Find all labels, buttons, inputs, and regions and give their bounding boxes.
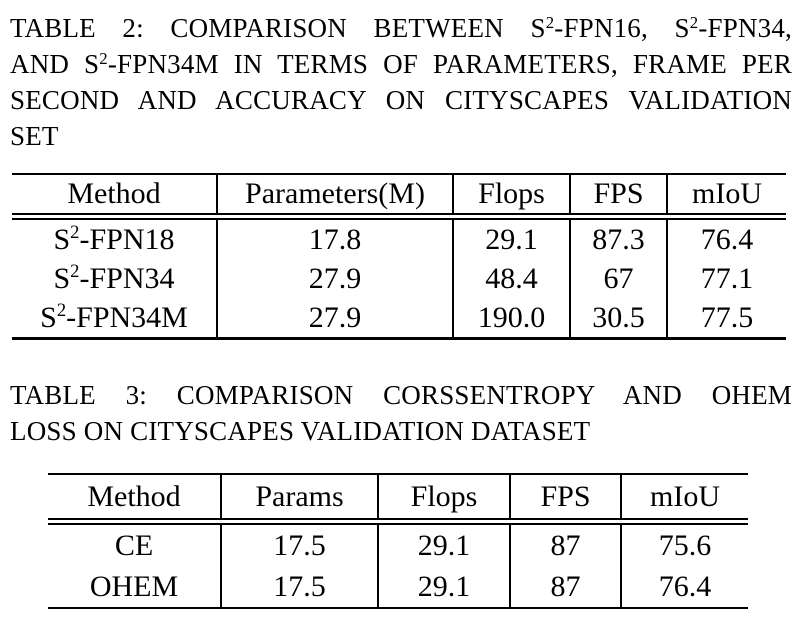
paper-page: TABLE 2: COMPARISON BETWEEN S2-FPN16, S2… (0, 10, 801, 609)
column-header-params: Params (220, 473, 378, 525)
column-header-method: Method (48, 473, 221, 525)
cell-method: S2-FPN34M (12, 298, 217, 340)
table3-caption: TABLE 3: COMPARISON CORSSENTROPY AND OHE… (10, 377, 792, 449)
cell-method: CE (114, 528, 154, 562)
cell-flops: 190.0 (452, 298, 570, 340)
table2-caption-line-4: SET (10, 121, 59, 151)
table2-caption-line-1: TABLE 2: COMPARISON BETWEEN S2-FPN16, S2… (10, 12, 792, 43)
cell-flops: 48.4 (452, 259, 570, 298)
cell-miou: 77.1 (666, 259, 786, 298)
cell-flops: 29.1 (452, 216, 570, 259)
column-header-fps: FPS (509, 473, 621, 525)
cell-method: OHEM (48, 566, 221, 609)
cell-fps: 87.3 (569, 216, 667, 259)
cell-params: 17.5 (220, 566, 378, 609)
cell-flops: 29.1 (377, 566, 510, 609)
table-row: S2-FPN34 27.9 48.4 67 77.1 (12, 259, 786, 298)
table2-caption: TABLE 2: COMPARISON BETWEEN S2-FPN16, S2… (10, 10, 792, 154)
cell-miou: 77.5 (666, 298, 786, 340)
table2-caption-line-3: SECOND AND ACCURACY ON CITYSCAPES VALIDA… (10, 85, 792, 115)
cell-fps: 67 (569, 259, 667, 298)
table-row: S2-FPN18 17.8 29.1 87.3 76.4 (12, 216, 786, 259)
table2-caption-line-2: AND S2-FPN34M IN TERMS OF PARAMETERS, FR… (10, 48, 793, 79)
table-row: S2-FPN34M 27.9 190.0 30.5 77.5 (12, 298, 786, 340)
cell-parameters: 27.9 (216, 259, 453, 298)
table2-header-row: Method Parameters(M) Flops FPS mIoU (12, 173, 786, 220)
column-header-parameters: Parameters(M) (216, 173, 453, 220)
cell-miou: 76.4 (620, 566, 748, 609)
column-header-flops: Flops (377, 473, 510, 525)
table3: Method Params Flops FPS mIoU CE 17.5 29.… (48, 473, 748, 609)
table2-header: Method Parameters(M) Flops FPS mIoU (12, 173, 786, 220)
cell-method: S2-FPN34 (53, 261, 175, 295)
column-header-miou: mIoU (620, 473, 748, 525)
table2: Method Parameters(M) Flops FPS mIoU S2-F… (12, 173, 786, 340)
column-header-fps: FPS (569, 173, 667, 220)
cell-params: 17.5 (220, 521, 378, 566)
cell-method: S2-FPN18 (53, 222, 175, 256)
cell-miou: 76.4 (666, 216, 786, 259)
cell-fps: 87 (509, 566, 621, 609)
cell-fps: 30.5 (569, 298, 667, 340)
table3-header-row: Method Params Flops FPS mIoU (48, 473, 748, 525)
cell-fps: 87 (509, 521, 621, 566)
column-header-method: Method (12, 173, 217, 220)
table-row: CE 17.5 29.1 87 75.6 (48, 521, 748, 566)
cell-parameters: 27.9 (216, 298, 453, 340)
column-header-flops: Flops (452, 173, 570, 220)
table3-caption-line-2: LOSS ON CITYSCAPES VALIDATION DATASET (10, 416, 591, 446)
table3-caption-line-1: TABLE 3: COMPARISON CORSSENTROPY AND OHE… (10, 380, 792, 410)
table3-header: Method Params Flops FPS mIoU (48, 473, 748, 525)
cell-flops: 29.1 (377, 521, 510, 566)
cell-parameters: 17.8 (216, 216, 453, 259)
table-row: OHEM 17.5 29.1 87 76.4 (48, 566, 748, 609)
column-header-miou: mIoU (666, 173, 786, 220)
cell-miou: 75.6 (620, 521, 748, 566)
